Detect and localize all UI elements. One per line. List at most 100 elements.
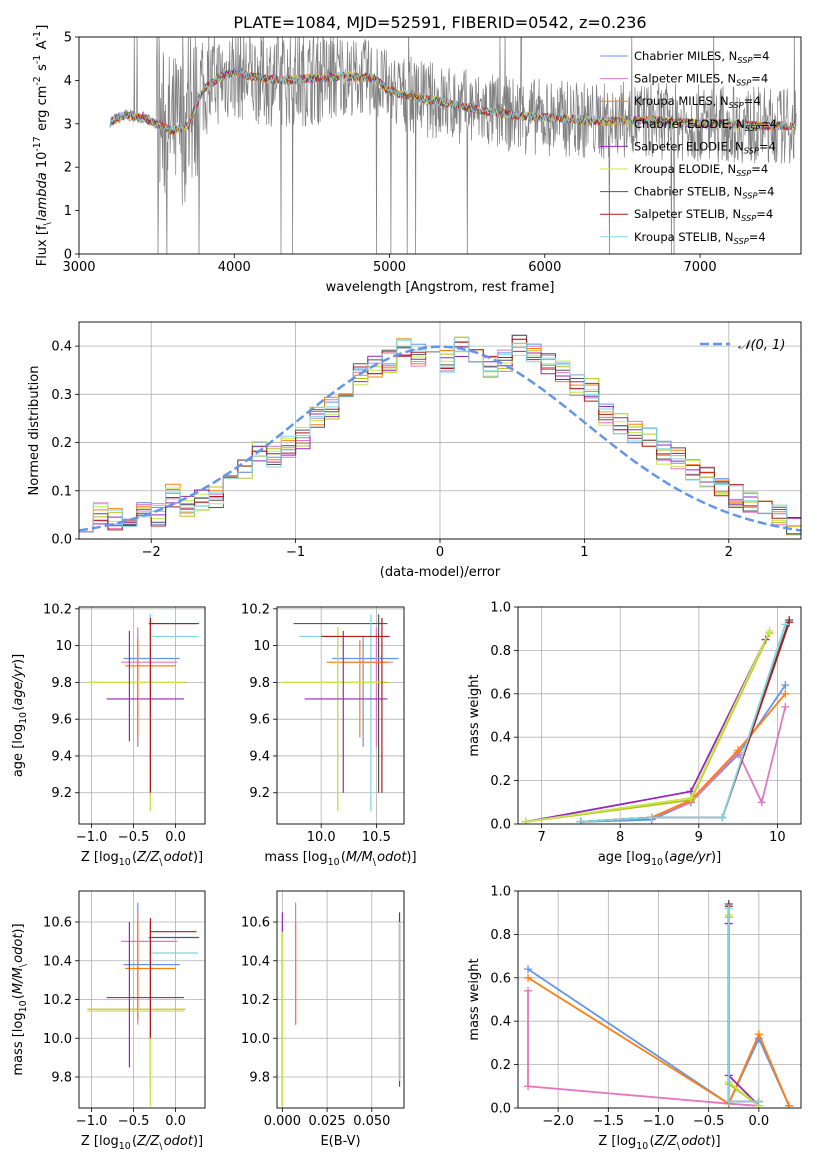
axes-frame [276,890,405,1109]
series-path [527,990,759,1107]
x-tick-label: 2 [725,545,733,560]
data-point-marker [784,1101,793,1108]
data-point-marker [647,813,656,822]
x-axis-label: Z [log10 (Z/Z\ odot)] [81,850,203,868]
error-bar-point [293,614,388,793]
data-point-marker [781,681,790,690]
x-tick-label: −2.0 [542,1114,574,1129]
legend-entry: Salpeter ELODIE, NSSP=4 [634,139,776,155]
legend-entry: Salpeter STELIB, NSSP=4 [634,207,773,223]
y-tick-label: 0.0 [490,1102,511,1117]
y-tick-label: 9.8 [51,676,72,691]
y-tick-label: 3 [64,117,72,132]
x-tick-label: 0.025 [308,1114,345,1129]
legend-entry: Chabrier STELIB, NSSP=4 [634,185,774,201]
data-point-marker [781,620,790,629]
data-point-marker [781,702,790,711]
axes-weight_vs_Z: −2.0 −1.5 −1.0 −0.5 0.0 0.0 0.2 0.4 0.6 0.8 1.0 Z [… [467,885,802,1152]
y-tick-label: 10.0 [241,1032,270,1047]
series-line [521,629,774,824]
x-tick-label: 0.0 [165,1114,186,1129]
legend-entry: Salpeter MILES, NSSP=4 [634,72,768,88]
y-tick-label: 9.4 [249,749,270,764]
y-tick-label: 0.4 [490,1015,511,1030]
series-path [580,693,786,823]
y-tick-label: 9.8 [249,676,270,691]
y-tick-label: 9.8 [249,1071,270,1086]
gaussian-reference [79,345,801,532]
data-point-marker [781,689,790,698]
axes-age_vs_Z: −1.0 −0.5 0.0 9.2 9.4 9.6 9.8 10 10.2 Z [log10 (Z… [11,602,206,868]
legend-entry: Kroupa ELODIE, NSSP=4 [634,162,768,178]
data-point-marker [724,904,733,913]
series-line [724,913,763,1108]
series-line [576,620,790,824]
axes-mass_vs_ebv: 0.000 0.025 0.050 9.8 10.0 10.2 10.4 10.6 E(B-V) [241,890,405,1149]
axes-frame [517,606,802,825]
y-tick-label: 0.1 [51,484,72,499]
axes-frame [78,36,802,255]
x-tick-label: −0.5 [118,830,150,845]
error-bar-point [149,918,197,1039]
y-tick-label: 0.4 [51,340,72,355]
series-line [724,900,763,1106]
x-tick-label: −0.5 [118,1114,150,1129]
plot-area-mass_vs_ebv [281,902,401,1107]
y-tick-label: 0.0 [51,533,72,548]
y-tick-label: 10.4 [43,954,72,969]
x-tick-label: 8 [616,830,624,845]
y-tick-label: 10.2 [43,993,72,1008]
y-tick-label: 10.6 [43,916,72,931]
legend-entry: Chabrier MILES, NSSP=4 [634,49,769,65]
data-point-marker [724,1097,733,1106]
series-path [727,923,760,1107]
axes-frame [276,606,405,825]
y-tick-label: 10 [55,639,72,654]
data-point-marker [686,793,695,802]
data-point-marker [524,965,533,974]
data-point-marker [524,973,533,982]
data-point-marker [754,1097,763,1106]
y-tick-label: 10.2 [241,993,270,1008]
data-point-marker [521,817,530,824]
data-point-marker [718,813,727,822]
data-point-marker [765,626,774,635]
y-tick-label: 0.6 [490,687,511,702]
x-axis-label: (data-model)/error [380,565,501,580]
y-tick-label: 0.4 [490,731,511,746]
y-tick-label: 0.2 [490,774,511,789]
axes-frame [78,606,206,825]
axes-frame [517,890,802,1109]
x-axis-label: Z [log10 (Z/Z\ odot)] [81,1134,203,1152]
x-axis-label: Z [log10 (Z/Z\ odot)] [598,1134,720,1152]
axes-mass_vs_Z: −1.0 −0.5 0.0 9.8 10.0 10.2 10.4 10.6 Z [log10 (… [11,890,206,1152]
x-tick-label: 4000 [218,260,251,275]
error-bar-point [321,618,390,793]
series-path [727,917,760,1107]
x-tick-label: 10 [769,830,786,845]
plot-area-spectrum [109,37,797,254]
y-tick-label: 0.0 [490,818,511,833]
y-tick-label: 0.2 [490,1058,511,1073]
axes-weight_vs_age: 7 8 9 10 0.0 0.2 0.4 0.6 0.8 1.0 age [log10 (age/y… [467,601,802,868]
error-bar-point [123,636,180,747]
y-tick-label: 0.6 [490,971,511,986]
axes-residuals: −2 −1 0 1 2 0.0 0.1 0.2 0.3 0.4 (data-model)/error… [27,321,802,580]
x-tick-label: 9 [695,830,703,845]
axes-spectrum: 3000 4000 5000 6000 7000 0 1 2 3 4 5 wavelength [An… [32,13,802,295]
y-axis-label: Normed distribution [27,366,42,496]
plot-area-weight_vs_age [521,616,794,824]
y-tick-label: 10.0 [43,1032,72,1047]
x-tick-label: −1.0 [76,1114,108,1129]
error-bar-point [149,952,199,1077]
y-axis-label: mass weight [467,958,482,1040]
series-line [521,635,770,824]
error-bar-point [343,627,393,747]
x-axis-label: mass [log10 (M/M\ odot)] [264,850,416,868]
data-point-marker [524,986,533,995]
x-tick-label: 7000 [684,260,717,275]
axes-frame [78,890,206,1109]
y-axis-label: age [log10 (age/yr)] [11,654,29,777]
y-tick-label: 0.8 [490,928,511,943]
